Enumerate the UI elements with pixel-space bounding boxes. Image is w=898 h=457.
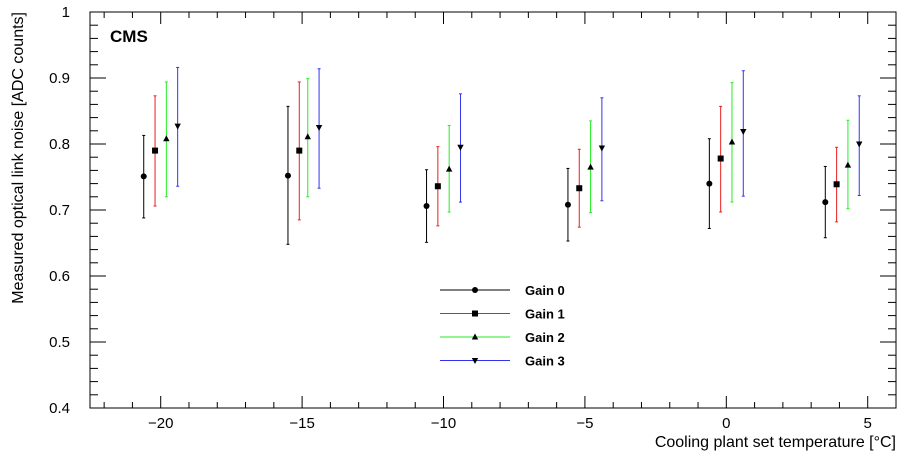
triangle-up-marker [471,333,479,340]
x-tick-label: −10 [431,415,456,432]
triangle-up-marker [844,161,852,168]
data-points [140,66,863,245]
x-tick-label: 5 [864,415,872,432]
triangle-up-marker [304,133,311,140]
legend-entry: Gain 0 [440,283,565,298]
y-tick-label: 0.7 [49,202,70,219]
series-gain-0 [140,105,829,245]
triangle-down-marker [856,141,863,148]
y-tick-label: 0.9 [49,70,70,87]
legend: Gain 0 Gain 1 Gain 2 Gain 3 [440,283,565,369]
x-tick-label: 0 [722,415,730,432]
triangle-up-marker [587,163,594,170]
triangle-down-marker [174,123,181,130]
series-gain-2 [163,78,852,214]
square-marker [717,155,724,162]
y-tick-label: 0.5 [49,334,70,351]
triangle-down-marker [740,128,747,135]
x-tick-label: −15 [289,415,314,432]
legend-entry: Gain 2 [440,330,565,345]
triangle-down-marker [598,145,606,152]
legend-label: Gain 0 [525,283,565,298]
square-marker [152,147,159,154]
legend-label: Gain 3 [525,354,565,369]
y-axis-title: Measured optical link noise [ADC counts] [10,12,27,304]
square-marker [576,185,583,192]
plot-frame [89,11,897,409]
y-tick-label: 0.8 [49,136,70,153]
square-marker [434,183,441,190]
triangle-up-marker [728,138,736,145]
x-tick-label: −5 [576,415,593,432]
legend-entry: Gain 3 [440,354,565,369]
triangle-up-marker [445,165,453,172]
circle-marker [822,199,829,206]
triangle-down-marker [457,144,464,151]
axis-ticks [90,11,897,409]
legend-label: Gain 2 [525,330,565,345]
square-marker [833,181,840,188]
circle-marker [472,287,478,293]
circle-marker [706,180,713,187]
circle-marker [564,201,571,208]
triangle-down-marker [471,358,479,364]
y-tick-label: 0.6 [49,268,70,285]
legend-entry: Gain 1 [440,307,565,322]
x-axis-title: Cooling plant set temperature [°C] [655,434,896,451]
circle-marker [140,173,147,180]
series-gain-1 [152,81,840,228]
series-gain-3 [174,66,863,203]
tick-labels: −20 −15 −10 −5 0 5 0.4 0.5 0.6 0.7 0.8 0.9 1 [49,4,872,432]
legend-label: Gain 1 [525,307,565,322]
square-marker [296,147,303,154]
circle-marker [284,172,291,179]
y-tick-label: 1 [62,4,70,21]
cms-annotation: CMS [110,27,148,46]
y-tick-label: 0.4 [49,400,70,417]
square-marker [472,310,478,317]
x-tick-label: −20 [148,415,173,432]
triangle-down-marker [315,125,323,131]
triangle-up-marker [163,135,170,142]
circle-marker [423,203,430,210]
